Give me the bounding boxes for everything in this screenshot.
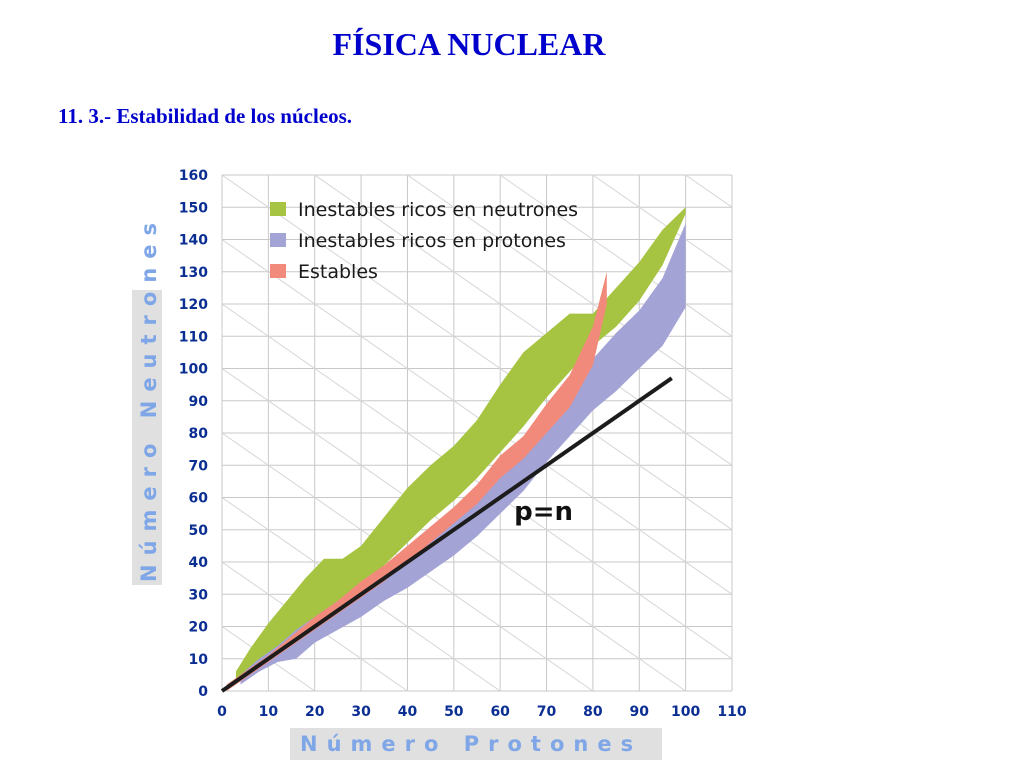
legend-label: Estables bbox=[298, 261, 378, 283]
reference-line-group: p=n bbox=[220, 376, 673, 693]
y-tick-label: 110 bbox=[179, 329, 208, 345]
x-axis-title-bg bbox=[290, 728, 662, 760]
y-tick-label: 40 bbox=[189, 555, 209, 571]
x-tick-label: 20 bbox=[305, 704, 325, 720]
y-tick-label: 140 bbox=[179, 233, 208, 249]
y-tick-label: 60 bbox=[189, 491, 209, 507]
axis-ticks: 0 10 20 30 40 50 60 70 80 90 100 110 0 10 20 30 40 50 60 70… bbox=[179, 168, 747, 720]
legend-swatch-neutron-rich bbox=[270, 202, 286, 216]
p-equals-n-line bbox=[220, 376, 673, 693]
x-tick-label: 10 bbox=[259, 704, 279, 720]
p-equals-n-label: p=n bbox=[514, 497, 573, 527]
plot-regions bbox=[226, 207, 686, 691]
y-tick-label: 90 bbox=[189, 394, 209, 410]
y-axis-title-bg bbox=[132, 290, 162, 585]
y-tick-label: 50 bbox=[189, 523, 209, 539]
x-axis-title: Número Protones bbox=[300, 732, 642, 756]
x-tick-label: 0 bbox=[217, 704, 227, 720]
x-tick-label: 50 bbox=[444, 704, 464, 720]
x-tick-label: 40 bbox=[398, 704, 418, 720]
y-tick-label: 120 bbox=[179, 297, 208, 313]
slide-subtitle: 11. 3.- Estabilidad de los núcleos. bbox=[58, 104, 353, 128]
legend: Inestables ricos en neutrones Inestables … bbox=[270, 199, 578, 283]
legend-swatch-stable bbox=[270, 264, 286, 278]
legend-swatch-proton-rich bbox=[270, 233, 286, 247]
y-tick-label: 70 bbox=[189, 458, 209, 474]
y-tick-label: 160 bbox=[179, 168, 208, 184]
y-axis-title: Número Neutrones bbox=[137, 214, 161, 582]
y-tick-label: 20 bbox=[189, 620, 209, 636]
y-tick-label: 80 bbox=[189, 426, 209, 442]
x-tick-label: 30 bbox=[351, 704, 371, 720]
y-tick-label: 0 bbox=[198, 684, 208, 700]
y-tick-label: 30 bbox=[189, 587, 209, 603]
slide-title: FÍSICA NUCLEAR bbox=[332, 26, 606, 62]
legend-label: Inestables ricos en protones bbox=[298, 230, 566, 252]
x-tick-label: 70 bbox=[537, 704, 557, 720]
nuclear-stability-chart: Número Neutrones Número Protones 0 10 20 30… bbox=[132, 168, 747, 760]
y-tick-label: 10 bbox=[189, 652, 209, 668]
legend-label: Inestables ricos en neutrones bbox=[298, 199, 578, 221]
y-tick-label: 150 bbox=[179, 200, 208, 216]
x-tick-label: 60 bbox=[490, 704, 510, 720]
x-tick-label: 100 bbox=[671, 704, 700, 720]
x-tick-label: 80 bbox=[583, 704, 603, 720]
region-neutron-rich bbox=[235, 207, 686, 682]
y-tick-label: 130 bbox=[179, 265, 208, 281]
isobar-line bbox=[406, 175, 732, 402]
y-tick-label: 100 bbox=[179, 362, 208, 378]
x-tick-label: 90 bbox=[630, 704, 650, 720]
x-tick-label: 110 bbox=[717, 704, 746, 720]
